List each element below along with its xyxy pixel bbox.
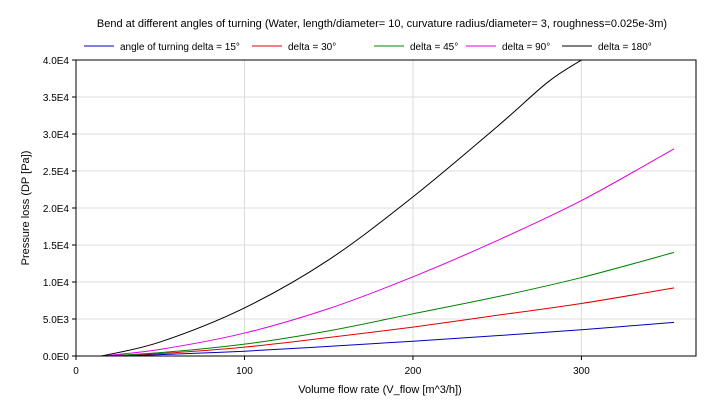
series-line-4 (101, 60, 583, 356)
y-tick-label: 1.0E4 (43, 278, 70, 289)
x-axis-label: Volume flow rate (V_flow [m^3/h]) (298, 384, 462, 396)
series-line-0 (101, 321, 675, 356)
y-axis-label: Pressure loss (DP [Pa]) (20, 151, 32, 266)
y-tick-label: 2.5E4 (43, 167, 70, 178)
legend: angle of turning delta = 15° delta = 30° d… (84, 42, 652, 53)
chart-title: Bend at different angles of turning (Wat… (97, 18, 667, 30)
x-tick-label: 100 (236, 366, 253, 377)
y-tick-label: 5.0E3 (43, 315, 70, 326)
legend-label: delta = 45° (410, 42, 458, 53)
tick-labels: 0 100 200 300 0.0E0 5.0E3 1.0E4 1.5E4 2.0E4 2.5E4… (43, 56, 590, 377)
legend-label: delta = 180° (598, 42, 652, 53)
y-tick-label: 3.0E4 (43, 130, 70, 141)
series-group (101, 60, 675, 356)
legend-label: delta = 30° (288, 42, 336, 53)
y-tick-label: 2.0E4 (43, 204, 70, 215)
x-tick-label: 300 (573, 366, 590, 377)
y-tick-label: 1.5E4 (43, 241, 70, 252)
series-line-2 (101, 251, 675, 356)
y-tick-label: 4.0E4 (43, 56, 70, 67)
x-tick-label: 200 (405, 366, 422, 377)
y-tick-label: 0.0E0 (43, 352, 70, 363)
legend-label: angle of turning delta = 15° (120, 42, 240, 53)
axes (72, 59, 697, 360)
x-tick-label: 0 (73, 366, 79, 377)
series-line-1 (101, 287, 675, 356)
series-line-3 (101, 148, 675, 356)
y-tick-label: 3.5E4 (43, 93, 70, 104)
legend-label: delta = 90° (502, 42, 550, 53)
